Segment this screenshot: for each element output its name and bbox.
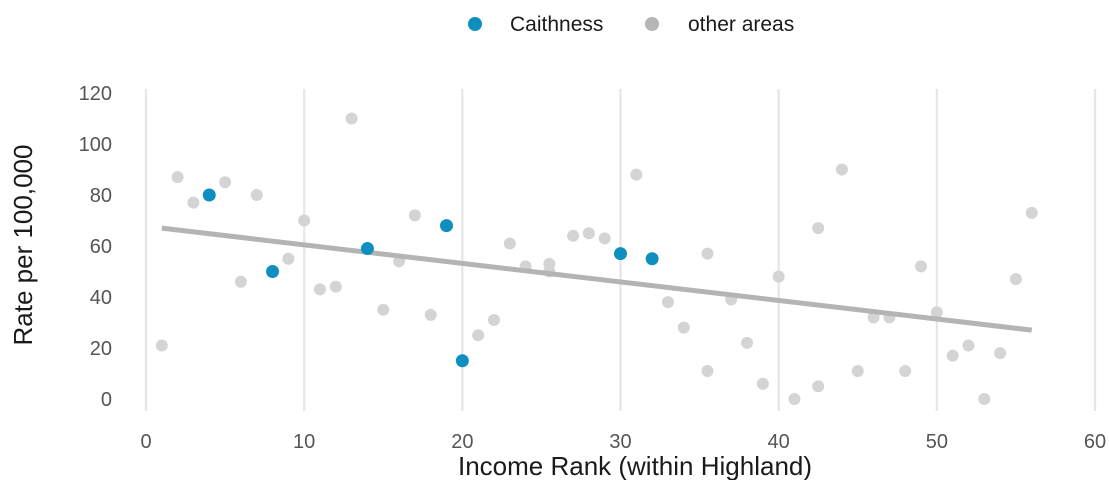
data-point-other-area — [978, 393, 991, 405]
data-point-other-area — [630, 168, 643, 181]
data-point-other-area — [915, 260, 928, 273]
data-point-other-area — [250, 189, 263, 201]
legend-marker-caithness — [468, 17, 482, 31]
data-point-other-area — [313, 283, 326, 296]
data-point-other-area — [899, 364, 912, 377]
x-tick-label: 30 — [609, 431, 631, 453]
x-axis-ticks: 0 10 20 30 40 50 60 — [140, 431, 1106, 453]
legend-marker-other-areas — [645, 17, 659, 31]
data-point-other-area — [487, 313, 500, 326]
data-point-other-area — [661, 296, 674, 309]
y-tick-label: 80 — [90, 185, 112, 207]
y-tick-label: 60 — [90, 236, 112, 258]
y-tick-label: 120 — [79, 83, 112, 105]
x-tick-label: 20 — [451, 431, 473, 453]
legend: Caithness other areas — [468, 13, 794, 36]
x-tick-label: 0 — [140, 431, 151, 453]
y-tick-label: 20 — [90, 338, 112, 360]
data-point-caithness — [455, 354, 469, 368]
data-point-other-area — [812, 380, 825, 393]
data-point-caithness — [645, 252, 659, 266]
data-point-other-area — [329, 280, 342, 293]
data-point-other-area — [282, 252, 295, 265]
trend-line — [161, 225, 1033, 333]
data-point-other-area — [472, 329, 485, 342]
gridlines — [144, 89, 1097, 411]
x-tick-label: 10 — [293, 431, 315, 453]
data-point-caithness — [360, 242, 374, 256]
data-point-other-area — [155, 339, 168, 352]
y-tick-label: 0 — [101, 389, 112, 411]
data-point-other-area — [171, 171, 184, 184]
caithness-points — [202, 188, 659, 368]
data-point-other-area — [946, 349, 959, 362]
data-point-other-area — [835, 163, 848, 176]
data-point-other-area — [788, 393, 801, 405]
data-point-other-area — [424, 308, 437, 321]
data-point-other-area — [408, 209, 421, 222]
legend-label-caithness: Caithness — [510, 13, 603, 36]
data-point-other-area — [812, 222, 825, 235]
data-point-other-area — [598, 232, 611, 245]
y-axis-title: Rate per 100,000 — [8, 145, 38, 346]
data-point-other-area — [503, 237, 516, 250]
y-tick-label: 40 — [90, 287, 112, 309]
data-point-other-area — [701, 247, 714, 260]
data-point-other-area — [962, 339, 975, 352]
x-tick-label: 60 — [1084, 431, 1106, 453]
legend-label-other-areas: other areas — [688, 13, 794, 36]
data-point-other-area — [567, 229, 580, 242]
y-axis-ticks: 0 20 40 60 80 100 120 — [79, 83, 112, 411]
y-tick-label: 100 — [79, 134, 112, 156]
data-point-other-area — [772, 270, 785, 283]
data-point-other-area — [756, 377, 769, 390]
other-areas-points — [155, 112, 1038, 405]
data-point-other-area — [677, 321, 690, 334]
data-point-other-area — [701, 364, 714, 377]
data-point-other-area — [930, 306, 943, 319]
data-point-other-area — [219, 176, 232, 189]
data-point-caithness — [202, 188, 216, 202]
data-point-other-area — [1025, 206, 1038, 219]
data-point-other-area — [741, 336, 754, 349]
data-point-caithness — [266, 265, 280, 278]
data-point-other-area — [851, 364, 864, 377]
data-point-caithness — [440, 219, 454, 233]
x-axis-title: Income Rank (within Highland) — [458, 451, 812, 480]
data-point-other-area — [582, 227, 595, 240]
data-point-other-area — [298, 214, 311, 227]
data-point-other-area — [994, 347, 1007, 360]
data-point-other-area — [1009, 273, 1022, 286]
x-tick-label: 50 — [926, 431, 948, 453]
data-point-other-area — [345, 112, 358, 125]
data-point-other-area — [234, 275, 247, 288]
data-point-other-area — [187, 196, 200, 209]
data-point-caithness — [614, 247, 627, 261]
data-point-other-area — [377, 303, 390, 316]
x-tick-label: 40 — [768, 431, 790, 453]
